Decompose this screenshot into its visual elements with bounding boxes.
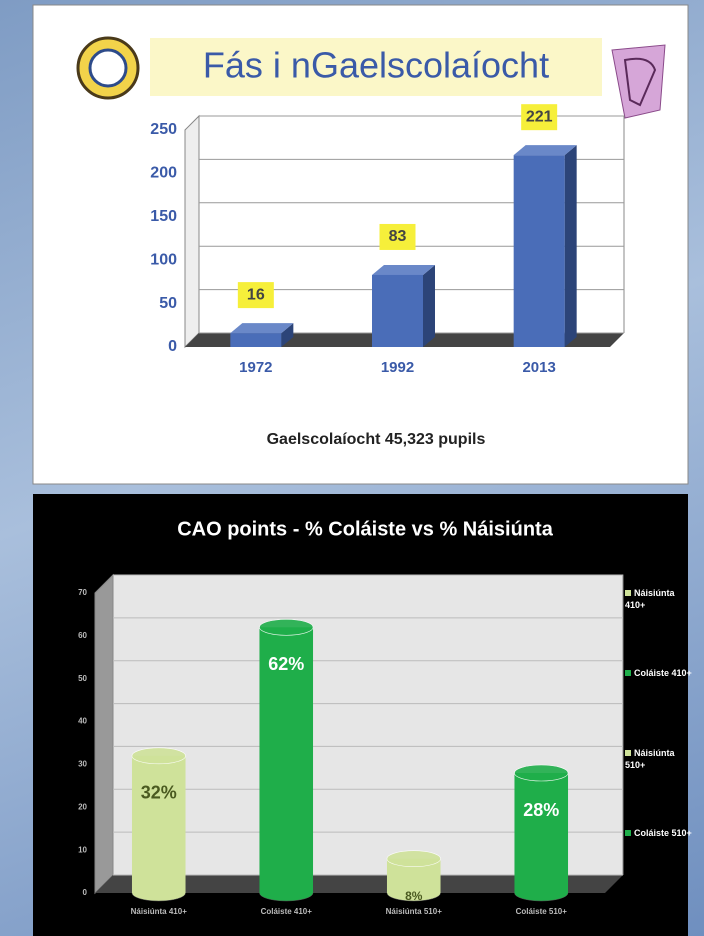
- chart-title: Fás i nGaelscolaíocht: [203, 45, 549, 86]
- value-label: 221: [526, 108, 553, 125]
- bar-side: [423, 265, 435, 347]
- bar-top: [514, 765, 568, 781]
- legend-entry: Coláiste 410+: [625, 667, 693, 679]
- x-tick-label: Náisiúnta 410+: [131, 907, 188, 916]
- chart-title: CAO points - % Coláiste vs % Náisiúnta: [177, 518, 554, 540]
- legend-swatch: [625, 830, 631, 836]
- y-tick-label: 100: [150, 251, 177, 268]
- bar: [514, 155, 565, 347]
- page: Fás i nGaelscolaíocht Gaelscolaíocht 45,…: [0, 0, 704, 936]
- legend-entry: Náisiúnta 510+: [625, 747, 693, 771]
- value-label: 8%: [405, 889, 423, 903]
- x-tick-label: 2013: [522, 359, 555, 376]
- legend-swatch: [625, 750, 631, 756]
- y-tick-label: 200: [150, 165, 177, 182]
- charts: Fás i nGaelscolaíocht Gaelscolaíocht 45,…: [0, 0, 704, 936]
- side-wall: [95, 575, 113, 893]
- side-wall: [185, 116, 199, 347]
- legend-label: Náisiúnta 410+: [625, 588, 675, 610]
- x-tick-label: 1972: [239, 359, 272, 376]
- value-label: 62%: [268, 654, 304, 674]
- value-label: 32%: [141, 783, 177, 803]
- y-tick-label: 250: [150, 121, 177, 138]
- logo: [90, 50, 126, 86]
- legend-label: Náisiúnta 510+: [625, 748, 675, 770]
- bar-top: [387, 851, 441, 867]
- legend-swatch: [625, 670, 631, 676]
- value-label: 28%: [523, 800, 559, 820]
- bar-side: [565, 145, 577, 347]
- y-tick-label: 20: [78, 802, 87, 811]
- legend-label: Coláiste 410+: [634, 668, 692, 678]
- y-tick-label: 40: [78, 717, 87, 726]
- y-tick-label: 50: [78, 674, 87, 683]
- legend-label: Coláiste 510+: [634, 828, 692, 838]
- y-tick-label: 150: [150, 208, 177, 225]
- y-tick-label: 10: [78, 845, 87, 854]
- value-label: 16: [247, 286, 265, 303]
- bar: [372, 275, 423, 347]
- y-tick-label: 0: [83, 888, 88, 897]
- bar-top: [132, 748, 186, 764]
- y-tick-label: 0: [168, 338, 177, 355]
- y-tick-label: 30: [78, 760, 87, 769]
- legend-entry: Náisiúnta 410+: [625, 587, 693, 611]
- bar-top: [259, 619, 313, 635]
- y-tick-label: 60: [78, 631, 87, 640]
- caption: Gaelscolaíocht 45,323 pupils: [267, 431, 486, 448]
- x-tick-label: Coláiste 510+: [516, 907, 568, 916]
- x-tick-label: Náisiúnta 510+: [386, 907, 443, 916]
- bar: [514, 773, 568, 893]
- legend-swatch: [625, 590, 631, 596]
- y-tick-label: 50: [159, 295, 177, 312]
- legend-entry: Coláiste 510+: [625, 827, 693, 839]
- x-tick-label: 1992: [381, 359, 414, 376]
- bar: [230, 333, 281, 347]
- y-tick-label: 70: [78, 588, 87, 597]
- value-label: 83: [389, 228, 407, 245]
- x-tick-label: Coláiste 410+: [261, 907, 313, 916]
- bar: [132, 756, 186, 893]
